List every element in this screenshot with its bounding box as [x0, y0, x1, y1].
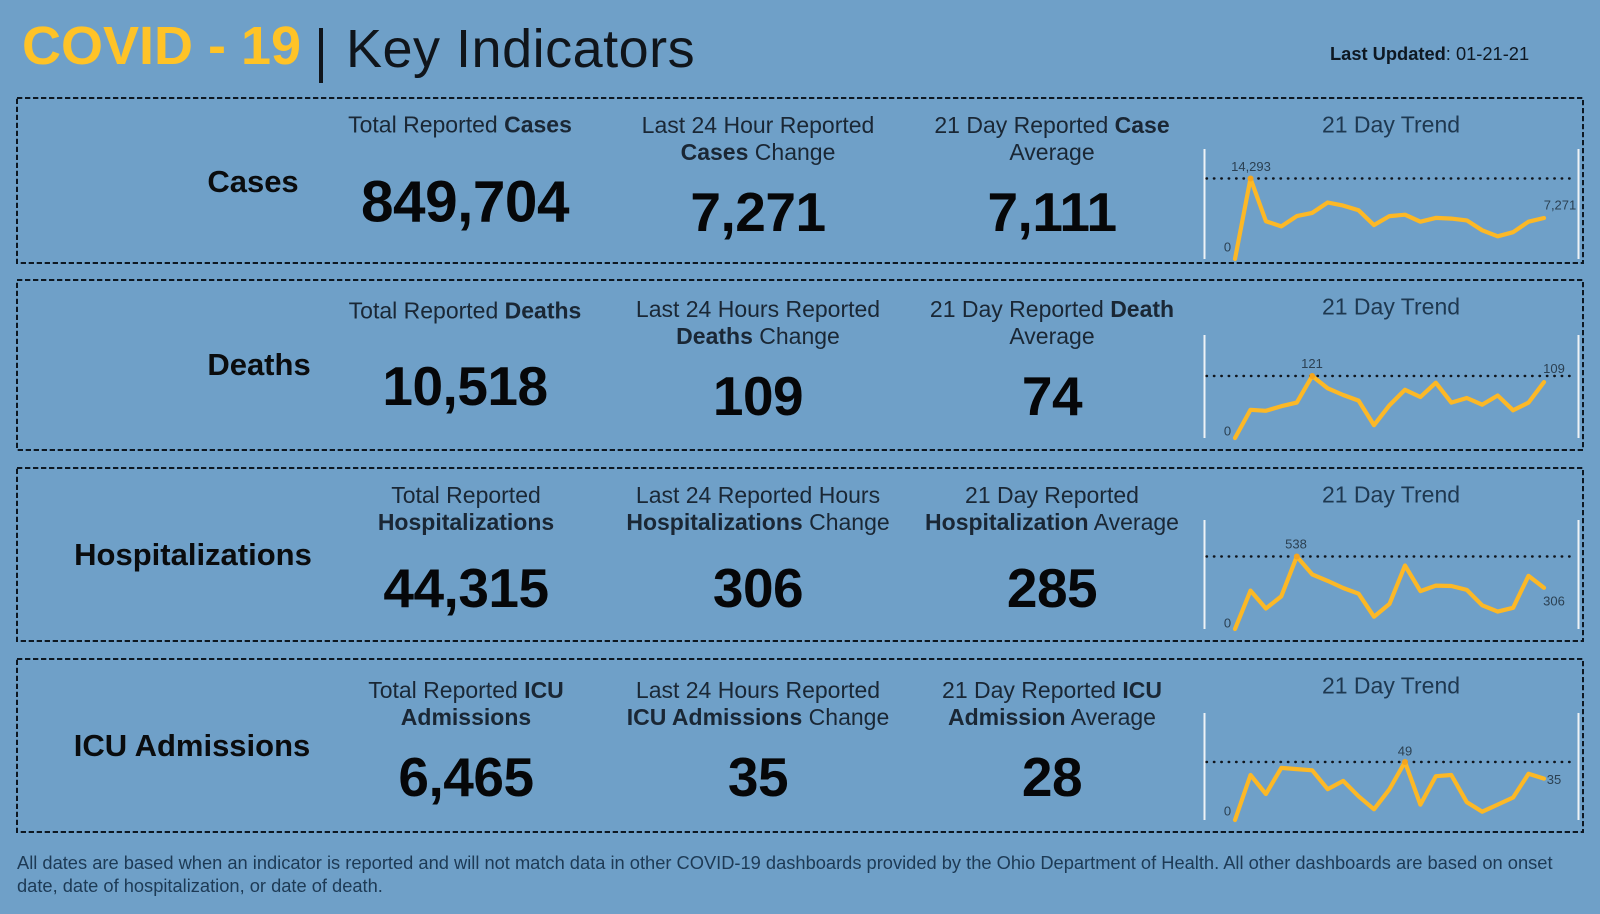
svg-text:35: 35: [1547, 772, 1561, 787]
svg-text:306: 306: [1543, 594, 1565, 609]
svg-text:0: 0: [1224, 804, 1231, 819]
svg-text:14,293: 14,293: [1231, 159, 1271, 174]
svg-text:0: 0: [1224, 616, 1231, 631]
svg-text:49: 49: [1398, 744, 1412, 759]
svg-text:538: 538: [1285, 537, 1307, 552]
svg-text:121: 121: [1301, 356, 1323, 371]
svg-text:0: 0: [1224, 240, 1231, 255]
svg-text:7,271: 7,271: [1544, 198, 1577, 213]
svg-text:109: 109: [1543, 361, 1565, 376]
svg-text:0: 0: [1224, 424, 1231, 439]
